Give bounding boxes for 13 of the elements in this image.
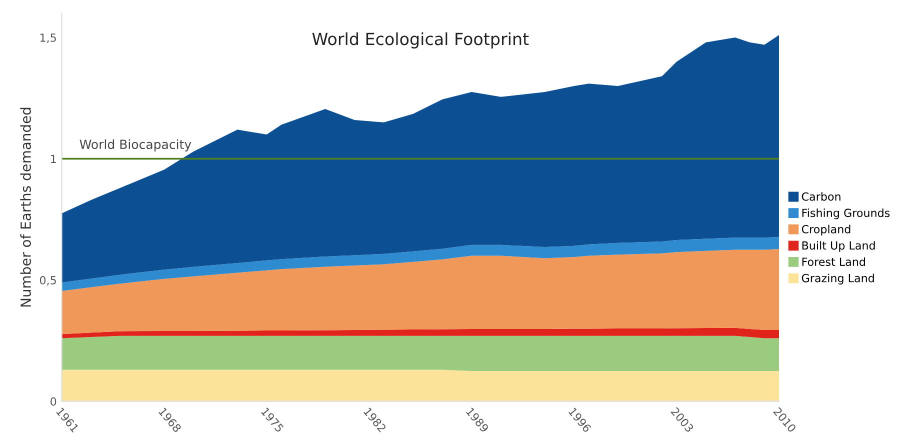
y-tick-label: 1 (51, 154, 56, 163)
ref-line-label: World Biocapacity (80, 139, 192, 152)
y-axis-title: Number of Earths demanded (20, 108, 31, 307)
legend-label: Carbon (802, 192, 840, 201)
y-tick-label: 0 (50, 397, 56, 406)
y-tick-label: 1,5 (40, 34, 56, 43)
legend-label: Grazing Land (802, 274, 874, 284)
legend-label: Built Up Land (802, 241, 875, 252)
text: World Ecological Footprint (312, 32, 529, 48)
legend-label: Cropland (802, 224, 850, 236)
legend-label: Fishing Grounds (802, 208, 890, 220)
legend-label: Forest Land (802, 257, 865, 266)
y-tick-label: 0,5 (40, 276, 56, 286)
